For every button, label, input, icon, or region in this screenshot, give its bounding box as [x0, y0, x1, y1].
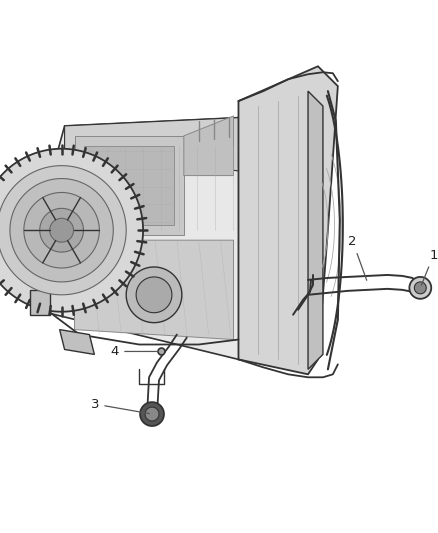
Text: 4: 4: [111, 345, 158, 358]
Polygon shape: [414, 282, 426, 294]
Polygon shape: [0, 149, 143, 312]
Polygon shape: [0, 166, 126, 295]
Polygon shape: [74, 136, 184, 235]
Polygon shape: [238, 66, 338, 374]
Polygon shape: [24, 192, 99, 268]
Polygon shape: [140, 402, 164, 426]
Polygon shape: [126, 267, 182, 322]
Polygon shape: [136, 277, 172, 313]
Polygon shape: [49, 219, 74, 242]
Text: 1: 1: [421, 248, 438, 285]
Polygon shape: [85, 146, 174, 225]
Polygon shape: [410, 277, 431, 299]
Polygon shape: [184, 116, 233, 175]
Polygon shape: [145, 407, 159, 421]
Polygon shape: [30, 290, 49, 314]
Text: 2: 2: [349, 235, 367, 280]
Polygon shape: [308, 91, 323, 369]
Polygon shape: [60, 329, 95, 354]
Polygon shape: [64, 116, 273, 181]
Text: 3: 3: [91, 398, 149, 414]
Polygon shape: [40, 208, 84, 252]
Polygon shape: [10, 179, 113, 282]
Polygon shape: [74, 240, 233, 340]
Polygon shape: [35, 116, 273, 359]
